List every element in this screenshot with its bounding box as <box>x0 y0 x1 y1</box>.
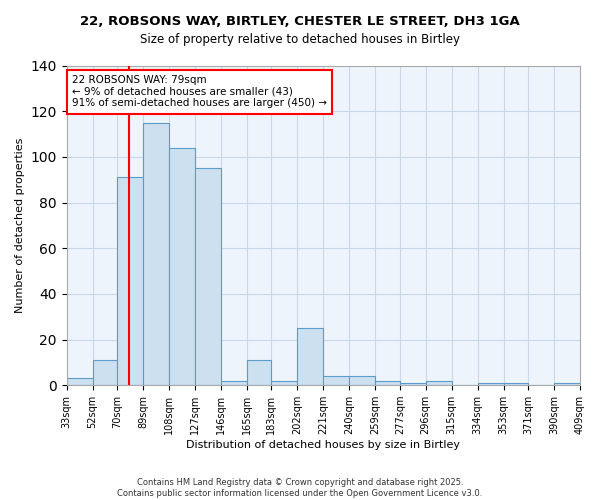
Text: Contains HM Land Registry data © Crown copyright and database right 2025.
Contai: Contains HM Land Registry data © Crown c… <box>118 478 482 498</box>
Bar <box>143 122 169 385</box>
Bar <box>349 376 375 385</box>
Bar <box>375 380 400 385</box>
Bar <box>323 376 349 385</box>
Bar <box>247 360 271 385</box>
Bar <box>67 378 92 385</box>
X-axis label: Distribution of detached houses by size in Birtley: Distribution of detached houses by size … <box>187 440 460 450</box>
Y-axis label: Number of detached properties: Number of detached properties <box>15 138 25 313</box>
Text: 22 ROBSONS WAY: 79sqm
← 9% of detached houses are smaller (43)
91% of semi-detac: 22 ROBSONS WAY: 79sqm ← 9% of detached h… <box>72 75 327 108</box>
Bar <box>271 380 298 385</box>
Bar <box>426 380 452 385</box>
Bar <box>503 383 528 385</box>
Bar <box>221 380 247 385</box>
Bar <box>554 383 580 385</box>
Bar <box>169 148 195 385</box>
Text: 22, ROBSONS WAY, BIRTLEY, CHESTER LE STREET, DH3 1GA: 22, ROBSONS WAY, BIRTLEY, CHESTER LE STR… <box>80 15 520 28</box>
Bar <box>117 178 143 385</box>
Bar <box>92 360 117 385</box>
Bar <box>298 328 323 385</box>
Bar <box>400 383 426 385</box>
Text: Size of property relative to detached houses in Birtley: Size of property relative to detached ho… <box>140 32 460 46</box>
Bar <box>195 168 221 385</box>
Bar <box>478 383 503 385</box>
